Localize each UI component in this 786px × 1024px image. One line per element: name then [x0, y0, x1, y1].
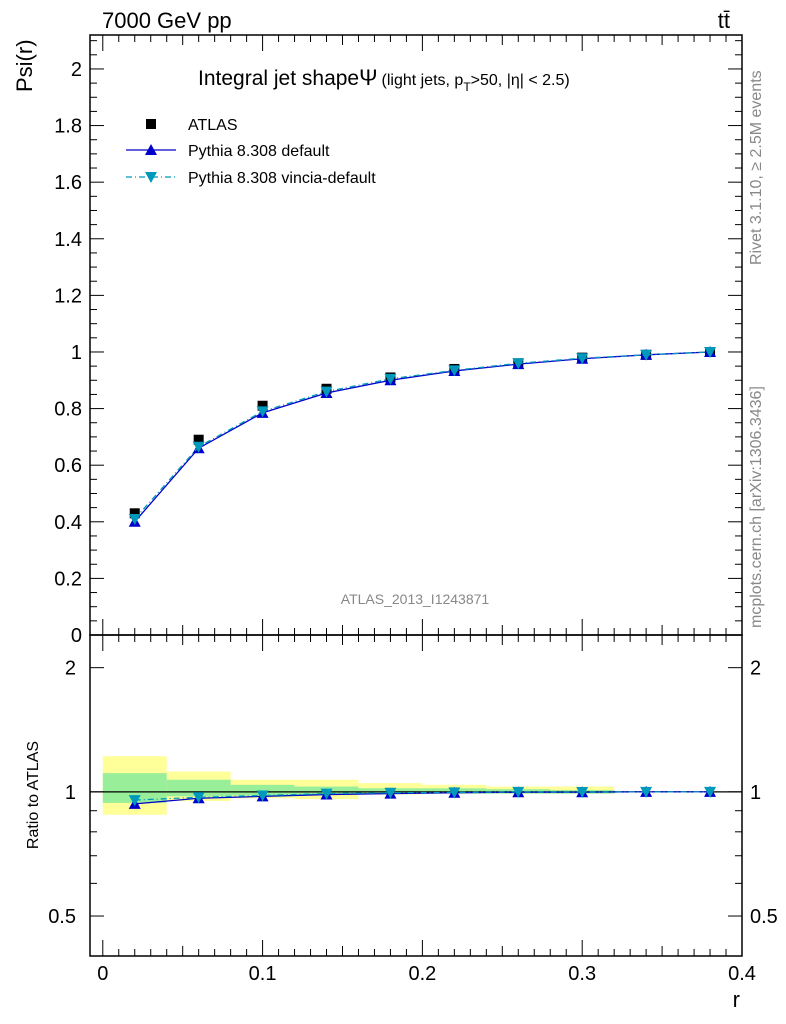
legend-label-0: ATLAS — [188, 117, 238, 134]
y-tick-label: 0.2 — [54, 568, 82, 590]
x-tick-label: 0.4 — [728, 963, 756, 985]
ratio-ylabel: Ratio to ATLAS — [25, 741, 42, 849]
ratio-line-1 — [134, 791, 711, 801]
title-sub-open: (light jets, p — [382, 72, 464, 89]
ratio-y-tick-label-left: 2 — [65, 658, 76, 680]
ratio-point-s1-0 — [128, 795, 141, 807]
y-tick-label: 0.4 — [54, 512, 82, 534]
legend-label-1: Pythia 8.308 default — [188, 143, 330, 160]
title-symbol: Ψ — [359, 65, 377, 90]
x-tick-label: 0.3 — [568, 963, 596, 985]
data-point-s0-2 — [257, 400, 268, 411]
data-point-s2-2 — [256, 406, 269, 418]
chart-title: Integral jet shapeΨ (light jets, pT>50, |… — [198, 65, 570, 94]
ratio-y-tick-label-left: 0.5 — [48, 906, 76, 928]
ratio-point-s1-8 — [640, 786, 653, 798]
y-tick-label: 1.4 — [54, 229, 82, 251]
ratio-point-s1-5 — [448, 787, 461, 799]
y-tick-label: 0.6 — [54, 455, 82, 477]
legend-marker-1 — [145, 144, 157, 155]
uncertainty-band-green — [230, 784, 295, 796]
ratio-y-tick-label-left: 1 — [65, 782, 76, 804]
ratio-point-s1-4 — [384, 787, 397, 799]
ratio-point-s1-3 — [320, 788, 333, 800]
data-point-s2-9 — [704, 346, 717, 358]
ratio-plot: 0 0.1 0.2 0.3 0.4 0.5 0.5 1 1 2 2 — [48, 35, 778, 985]
y-tick-label: 0 — [71, 625, 82, 647]
data-point-s0-0 — [129, 508, 140, 519]
x-tick-label: 0 — [97, 963, 108, 985]
y-tick-label: 1 — [71, 342, 82, 364]
data-point-s2-7 — [576, 353, 589, 365]
data-point-s2-6 — [512, 358, 525, 370]
ratio-y-tick-label-right: 1 — [750, 782, 761, 804]
data-point-s0-1 — [193, 434, 204, 445]
data-point-s2-5 — [448, 365, 461, 377]
data-point-s2-3 — [320, 386, 333, 398]
legend-marker-2 — [145, 172, 157, 183]
energy-label: 7000 GeV pp — [102, 8, 232, 33]
ratio-point-s1-9 — [704, 786, 717, 798]
data-point-s2-4 — [384, 373, 397, 385]
data-point-s2-1 — [192, 441, 205, 453]
y-tick-label: 1.8 — [54, 116, 82, 138]
ratio-point-s1-6 — [512, 786, 525, 798]
x-tick-label: 0.2 — [408, 963, 436, 985]
x-axis-label: r — [733, 987, 740, 1012]
ratio-frame — [89, 634, 743, 957]
ratio-point-s1-7 — [576, 787, 589, 799]
ratio-y-tick-label-right: 0.5 — [750, 906, 778, 928]
rivet-label: Rivet 3.1.10, ≥ 2.5M events — [748, 70, 765, 265]
data-point-s2-8 — [640, 349, 653, 361]
title-main: Integral jet shape — [198, 67, 359, 90]
x-tick-label: 0.1 — [249, 963, 277, 985]
y-tick-label: 0.8 — [54, 399, 82, 421]
y-tick-label: 2 — [71, 59, 82, 81]
mcplots-label: mcplots.cern.ch [arXiv:1306.3436] — [748, 386, 765, 628]
y-tick-label: 1.6 — [54, 172, 82, 194]
data-point-s2-0 — [128, 513, 141, 525]
legend-marker-0 — [146, 119, 156, 129]
ratio-y-tick-label-right: 2 — [750, 658, 761, 680]
title-sub-close: >50, |η| < 2.5) — [471, 72, 570, 89]
title-sub-t: T — [463, 80, 471, 94]
series-line-2 — [134, 351, 711, 520]
series-line-1 — [134, 351, 711, 523]
main-plot: 0 0.2 0.4 0.6 0.8 1 1.2 1.4 1.6 1.8 2 — [54, 34, 743, 647]
ratio-point-s1-1 — [192, 792, 205, 804]
main-ylabel: Psi(r) — [12, 39, 37, 92]
analysis-watermark: ATLAS_2013_I1243871 — [341, 591, 490, 607]
ratio-point-s1-2 — [256, 790, 269, 802]
process-label: tt̄ — [718, 8, 730, 33]
y-tick-label: 1.2 — [54, 285, 82, 307]
legend-label-2: Pythia 8.308 vincia-default — [188, 170, 376, 187]
legend: ATLAS Pythia 8.308 default Pythia 8.308 vi… — [126, 117, 376, 187]
